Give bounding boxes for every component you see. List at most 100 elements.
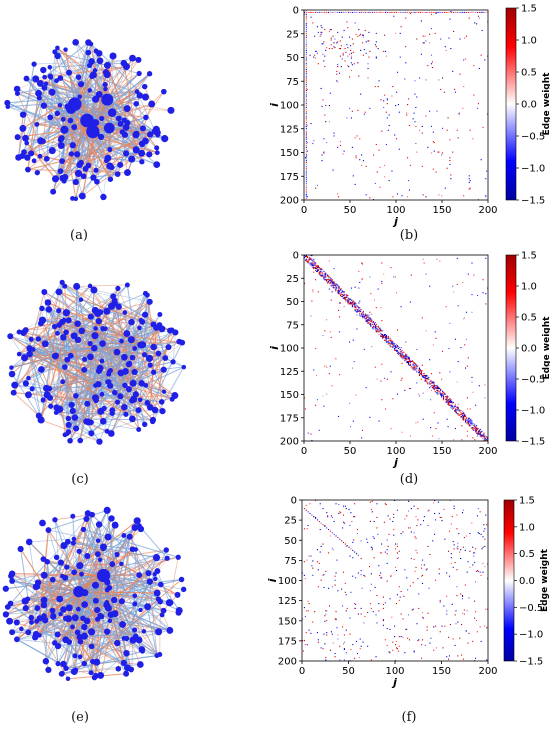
heatmap-cell <box>350 303 353 305</box>
node <box>163 547 170 553</box>
node <box>64 103 72 110</box>
heatmap-cell <box>315 267 317 269</box>
heatmap-cell <box>329 530 331 532</box>
heatmap-cell <box>389 340 391 342</box>
heatmap-cell <box>362 310 364 312</box>
node <box>158 399 165 405</box>
heatmap-cell <box>414 80 416 82</box>
node <box>62 283 68 289</box>
heatmap-cell <box>408 500 410 502</box>
heatmap-cell <box>409 361 411 363</box>
heatmap-cell <box>361 34 364 36</box>
node <box>138 140 146 148</box>
heatmap-cell <box>336 70 338 72</box>
colorbar-tick-label: 1.5 <box>519 496 535 507</box>
heatmap-cell <box>367 77 369 79</box>
heatmap-cell <box>323 60 325 62</box>
heatmap-cell <box>408 357 410 359</box>
colorbar-tick-label: −1.5 <box>521 196 545 207</box>
heatmap-cell <box>315 517 317 519</box>
heatmap-cell <box>355 155 357 157</box>
heatmap-cell <box>440 11 442 13</box>
heatmap-cell <box>421 639 424 641</box>
heatmap-cell <box>381 543 383 545</box>
heatmap-cell <box>384 335 387 338</box>
node <box>130 395 138 403</box>
heatmap-cell <box>353 304 355 306</box>
heatmap-cell <box>461 415 463 417</box>
heatmap-cell <box>307 11 309 13</box>
heatmap-cell <box>340 11 342 13</box>
heatmap-cell <box>428 587 430 589</box>
heatmap-cell <box>385 143 387 146</box>
heatmap-cell <box>305 260 307 262</box>
heatmap-cell <box>417 640 419 642</box>
heatmap-cell <box>313 56 315 58</box>
heatmap-cell <box>468 178 470 180</box>
heatmap-cell <box>305 163 307 165</box>
heatmap-cell <box>392 347 394 349</box>
heatmap-cell <box>391 95 393 97</box>
heatmap-cell <box>401 377 403 379</box>
heatmap-cell <box>320 87 322 89</box>
heatmap-cell <box>472 428 474 431</box>
heatmap-cell <box>414 365 416 367</box>
heatmap-cell <box>482 292 484 294</box>
heatmap-cell <box>453 544 455 546</box>
heatmap-cell <box>337 31 339 33</box>
heatmap-cell <box>417 519 419 521</box>
node <box>16 351 22 357</box>
node <box>78 81 85 88</box>
node <box>53 404 60 411</box>
node <box>60 542 68 550</box>
heatmap-cell <box>323 41 325 43</box>
heatmap-cell <box>395 603 398 605</box>
heatmap-cell <box>316 266 318 268</box>
heatmap-cell <box>448 401 450 404</box>
heatmap-cell <box>467 420 469 422</box>
heatmap-cell <box>399 56 401 58</box>
node <box>57 75 64 81</box>
heatmap-cell <box>465 367 467 369</box>
node <box>94 551 101 558</box>
heatmap-cell <box>451 11 453 13</box>
heatmap-cell <box>429 642 431 644</box>
heatmap-cell <box>445 401 447 403</box>
node <box>144 603 152 611</box>
heatmap-cell <box>456 594 458 597</box>
node <box>88 430 95 437</box>
heatmap-cell <box>345 296 347 298</box>
heatmap-cell <box>305 23 307 25</box>
heatmap-cell <box>407 180 410 182</box>
node <box>107 618 113 624</box>
heatmap-cell <box>377 326 379 328</box>
heatmap-cell <box>396 329 399 331</box>
heatmap-cell <box>369 50 371 52</box>
heatmap-cell <box>400 379 402 381</box>
heatmap-cell <box>430 54 433 56</box>
heatmap-cell <box>426 377 428 379</box>
heatmap-cell <box>434 390 436 392</box>
node <box>115 399 121 405</box>
heatmap-cell <box>485 438 487 440</box>
heatmap-cell <box>304 397 306 399</box>
heatmap-cell <box>318 271 320 273</box>
heatmap-cell <box>382 334 384 337</box>
heatmap-cell <box>452 405 454 407</box>
heatmap-cell <box>360 645 362 647</box>
heatmap-cell <box>350 299 353 301</box>
node <box>2 611 10 618</box>
heatmap-cell <box>331 516 333 519</box>
heatmap-cell <box>421 370 423 372</box>
heatmap-cell <box>360 613 362 615</box>
heatmap-cell <box>384 336 387 338</box>
edge <box>48 529 99 542</box>
heatmap-cell <box>305 59 307 61</box>
heatmap-cell <box>444 396 446 398</box>
node <box>28 150 35 157</box>
heatmap-cell <box>413 112 415 114</box>
node <box>123 330 131 337</box>
heatmap-cell <box>317 586 319 588</box>
node <box>28 614 35 621</box>
heatmap-cell <box>390 371 392 373</box>
